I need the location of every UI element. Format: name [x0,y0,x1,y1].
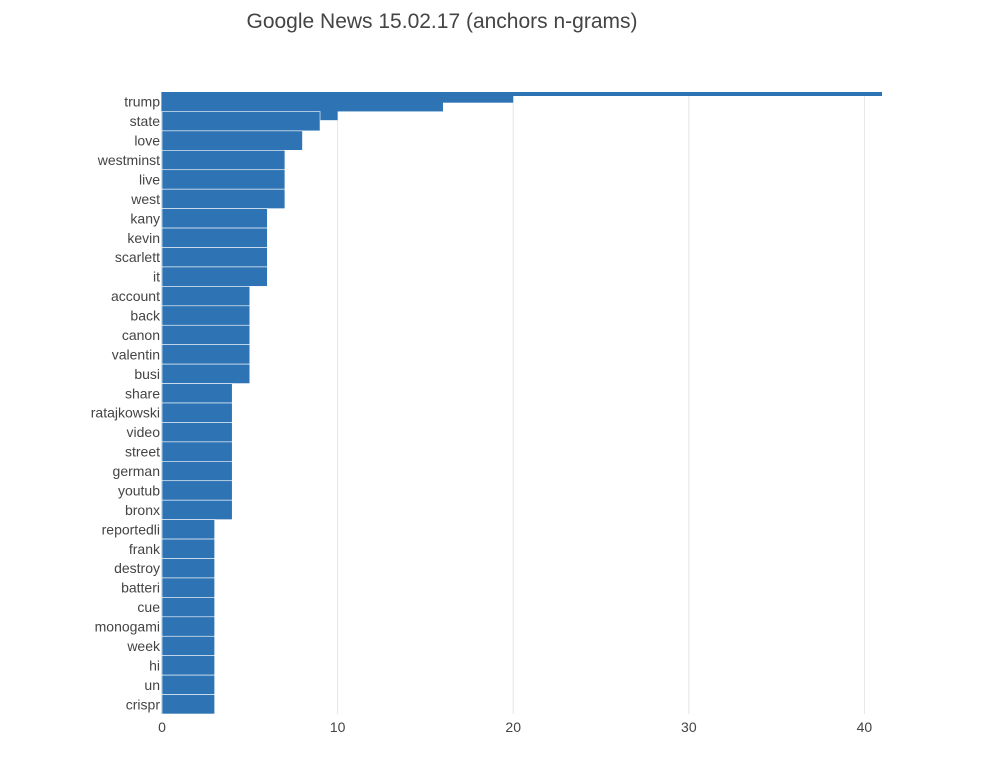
bar [161,655,215,676]
bar [161,538,215,559]
y-tick-label: hi [149,657,160,673]
y-tick-label: monogami [95,619,160,635]
y-tick-label: west [130,191,160,207]
y-tick-label: canon [122,327,160,343]
bar-overlap [162,92,514,103]
bar [161,558,215,579]
bar [161,635,215,656]
y-tick-label: trump [124,94,160,110]
bar [161,422,233,443]
bar [161,286,251,307]
y-axis-labels: trump state love westminst live west kany kevin… [91,94,161,713]
bar-overlap [162,100,443,112]
x-tick-label: 20 [505,719,521,735]
y-tick-label: german [113,463,160,479]
y-tick-label: valentin [112,346,160,362]
bars [161,92,882,715]
bar [161,150,286,171]
bar [161,499,233,520]
x-tick-label: 10 [330,719,346,735]
bar [161,441,233,462]
y-tick-label: back [130,308,161,324]
y-tick-label: bronx [125,502,160,518]
x-tick-label: 30 [681,719,697,735]
bar [161,363,251,384]
bar [161,266,268,287]
y-tick-label: reportedli [102,521,160,537]
bar [161,674,215,695]
bar [161,169,286,190]
bar [161,227,268,248]
bar [161,344,251,365]
x-axis-labels: 0 10 20 30 40 [158,719,872,735]
bar [161,208,268,229]
bar [161,519,215,540]
bar [161,111,321,132]
y-tick-label: video [127,424,161,440]
bar [161,383,233,404]
bar [161,305,251,326]
y-tick-label: kevin [127,230,160,246]
y-tick-label: share [125,385,160,401]
y-tick-label: crispr [126,696,161,712]
y-tick-label: live [139,171,160,187]
y-tick-label: un [144,677,160,693]
bar [161,402,233,423]
bar [161,461,233,482]
y-tick-label: kany [130,210,160,226]
chart-title: Google News 15.02.17 (anchors n-grams) [246,10,638,33]
bar [161,597,215,618]
y-tick-label: ratajkowski [91,405,160,421]
x-tick-label: 0 [158,719,166,735]
x-tick-label: 40 [857,719,873,735]
bar [161,616,215,637]
y-tick-label: batteri [121,580,160,596]
y-tick-label: cue [137,599,160,615]
y-tick-label: state [130,113,161,129]
y-tick-label: westminst [97,152,160,168]
y-tick-label: frank [129,541,161,557]
y-tick-label: week [126,638,161,654]
y-tick-label: destroy [114,560,160,576]
y-tick-label: it [153,269,160,285]
y-tick-label: street [125,444,160,460]
bar [161,694,215,715]
y-tick-label: youtub [118,482,160,498]
bar [161,324,251,345]
bar [161,247,268,268]
bar [161,480,233,501]
bar [162,92,882,96]
y-tick-label: account [111,288,160,304]
bar [161,130,303,151]
y-tick-label: love [134,133,160,149]
y-tick-label: scarlett [115,249,160,265]
bar [161,577,215,598]
y-tick-label: busi [134,366,160,382]
bar [161,188,286,209]
